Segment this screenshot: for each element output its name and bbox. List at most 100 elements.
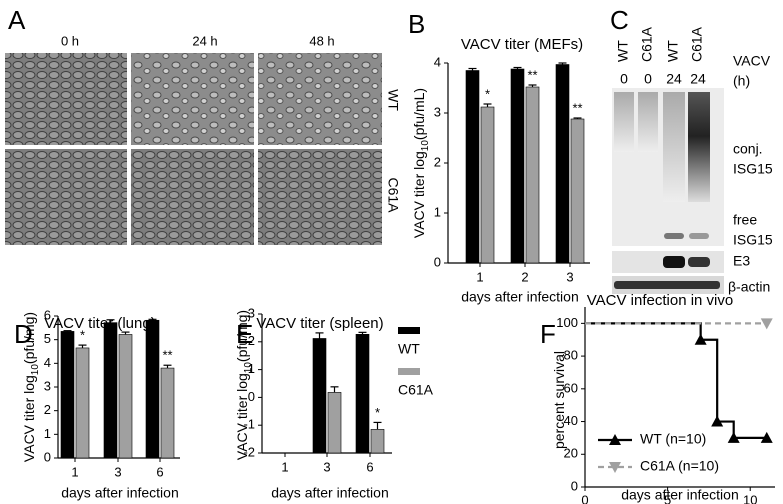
- y-axis-label-part: (pfu/mg): [234, 310, 250, 362]
- y-tick-label: 3: [434, 104, 441, 119]
- y-axis-label-part: VACV titer log: [411, 151, 427, 238]
- micrograph: [258, 53, 382, 145]
- x-axis-label: days after infection: [61, 485, 179, 501]
- bar: [370, 429, 385, 454]
- blot-lane: [614, 92, 634, 152]
- x-axis-label: days after infection: [271, 485, 389, 501]
- row-label: C61A: [385, 177, 401, 213]
- y-tick-label: 4: [434, 54, 441, 69]
- y-tick-label: 3: [248, 305, 255, 320]
- y-axis-label-part: VACV titer log: [234, 373, 250, 460]
- chart-title: VACV infection in vivo: [587, 292, 733, 309]
- column-label: 0 h: [61, 33, 79, 48]
- panel-letter: F: [540, 319, 556, 349]
- bar: [555, 64, 570, 264]
- significance: *: [80, 328, 85, 343]
- panel-letter: C: [610, 5, 629, 35]
- x-tick-label: 3: [566, 269, 573, 284]
- legend-marker: [609, 462, 621, 473]
- bar: [480, 106, 495, 264]
- bar: [60, 331, 75, 459]
- blot-lane: [688, 92, 710, 202]
- y-tick-label: 1: [248, 361, 255, 376]
- y-tick-label: 40: [564, 413, 578, 428]
- chart-title: VACV titer (MEFs): [461, 36, 583, 53]
- column-label: 48 h: [309, 33, 334, 48]
- y-axis-label-part: (pfu/mg): [21, 312, 37, 364]
- legend-label: WT (n=10): [640, 431, 706, 447]
- y-tick-label: 80: [564, 348, 578, 363]
- blot-band: [664, 233, 684, 239]
- marker: [694, 333, 707, 345]
- blot-band: [614, 281, 720, 289]
- bar: [103, 322, 118, 459]
- y-tick-label: 0: [571, 478, 578, 493]
- legend-label: WT: [398, 341, 420, 357]
- lane-time: 0: [620, 71, 628, 87]
- chart-title: VACV titer (lung): [44, 315, 155, 332]
- y-axis-label-part: 10: [243, 362, 254, 374]
- bar: [465, 70, 480, 264]
- significance: *: [485, 86, 490, 101]
- lane-time: 0: [644, 71, 652, 87]
- marker: [727, 431, 740, 443]
- legend-label: C61A (n=10): [640, 458, 719, 474]
- panel-letter: D: [14, 319, 33, 349]
- bar: [75, 347, 90, 459]
- significance: **: [527, 67, 537, 82]
- y-tick-label: 1: [44, 426, 51, 441]
- y-tick-label: 2: [248, 333, 255, 348]
- marker: [760, 431, 773, 443]
- bar: [145, 319, 160, 459]
- y-tick-label: -1: [243, 417, 255, 432]
- legend-swatch: [398, 327, 420, 334]
- micrograph: [258, 149, 382, 245]
- band-label: free: [733, 212, 757, 228]
- panel-a: A 0 h 24 h 48 h WT C61A: [5, 5, 401, 245]
- y-tick-label: -2: [243, 444, 255, 459]
- y-axis-label: VACV titer log10(pfu/mg): [234, 310, 254, 460]
- y-axis-label-part: 10: [30, 364, 41, 376]
- y-tick-label: 0: [434, 254, 441, 269]
- x-tick-label: 2: [521, 269, 528, 284]
- legend-marker: [609, 434, 621, 445]
- band-label: conj.: [733, 141, 763, 157]
- column-label: 24 h: [192, 33, 217, 48]
- micrograph: [5, 149, 127, 245]
- x-axis-label: days after infection: [461, 289, 579, 305]
- significance: **: [162, 348, 172, 363]
- lane-time: 24: [666, 71, 682, 87]
- bar: [312, 338, 327, 454]
- y-axis-label: VACV titer log10(pfu/mg): [21, 312, 41, 462]
- significance: **: [572, 100, 582, 115]
- lane-time: 24: [690, 71, 706, 87]
- header: (h): [733, 73, 750, 89]
- lane-label: WT: [665, 40, 681, 62]
- marker: [711, 415, 724, 427]
- y-tick-label: 4: [44, 355, 51, 370]
- y-tick-label: 2: [44, 402, 51, 417]
- y-tick-label: 0: [44, 449, 51, 464]
- micrograph: [131, 149, 254, 245]
- y-tick-label: 100: [556, 315, 578, 330]
- y-tick-label: 0: [248, 389, 255, 404]
- x-tick-label: 10: [743, 492, 757, 504]
- x-axis-label: days after infection: [621, 487, 739, 503]
- band-label: β-actin: [728, 279, 770, 295]
- panel-letter: B: [408, 9, 425, 39]
- blot-lane: [663, 92, 685, 202]
- legend-label: C61A: [398, 382, 434, 398]
- bar: [570, 118, 585, 264]
- band-label: E3: [733, 253, 750, 269]
- x-tick-label: 3: [114, 464, 121, 479]
- y-axis-label: VACV titer log10(pfu/mL): [411, 88, 431, 238]
- y-tick-label: 2: [434, 154, 441, 169]
- lane-label: WT: [615, 40, 631, 62]
- row-label: WT: [385, 89, 401, 111]
- y-tick-label: 1: [434, 204, 441, 219]
- blot-band: [689, 233, 709, 239]
- panel-letter: E: [236, 319, 253, 349]
- micrograph: [131, 53, 254, 145]
- panel-letter: A: [8, 5, 26, 35]
